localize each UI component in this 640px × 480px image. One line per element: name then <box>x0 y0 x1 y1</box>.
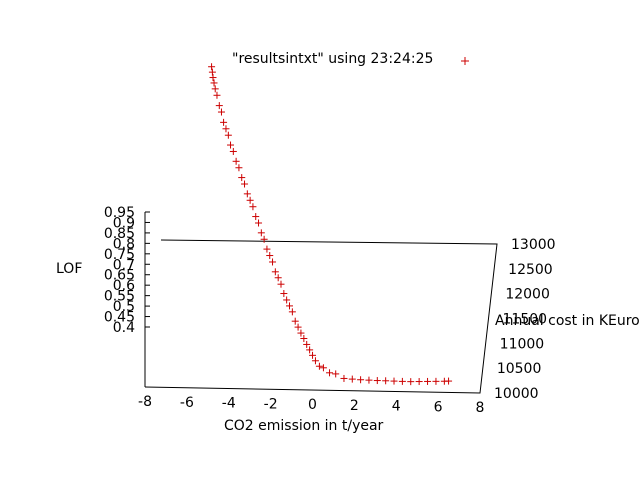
data-point <box>227 141 235 149</box>
z-tick-label: 0.85 <box>104 226 135 242</box>
z-tick-label: 0.75 <box>104 247 135 263</box>
data-point <box>306 346 314 354</box>
legend-label: "resultsintxt" using 23:24:25 <box>232 51 434 67</box>
z-tick-label: 0.4 <box>113 320 135 336</box>
data-point <box>348 375 356 383</box>
data-point <box>326 369 334 377</box>
x-tick-label: -4 <box>222 396 236 412</box>
data-point <box>294 323 302 331</box>
data-point <box>382 377 390 385</box>
data-point <box>445 377 453 385</box>
data-point <box>209 74 217 82</box>
x-axis-label: CO2 emission in t/year <box>224 418 384 434</box>
data-point <box>266 252 274 260</box>
z-tick-label: 0.7 <box>113 257 135 273</box>
y-tick-label: 11000 <box>500 336 545 352</box>
data-point <box>241 180 249 188</box>
data-point <box>208 68 216 76</box>
data-point <box>235 164 243 172</box>
data-point <box>309 351 317 359</box>
data-point <box>424 377 432 385</box>
data-point <box>257 229 265 237</box>
data-point <box>398 377 406 385</box>
data-point <box>303 340 311 348</box>
base-frame <box>144 239 498 394</box>
y-axis-label: Annual cost in KEuro <box>495 313 640 329</box>
data-point <box>357 376 365 384</box>
data-point <box>255 219 263 227</box>
data-point <box>340 374 348 382</box>
data-point <box>283 296 291 304</box>
data-point <box>286 302 294 310</box>
y-tick-label: 10500 <box>497 361 542 377</box>
data-point <box>213 91 221 99</box>
data-point <box>222 125 230 133</box>
data-point <box>415 378 423 386</box>
data-point <box>229 147 237 155</box>
data-point <box>210 79 218 87</box>
data-point <box>274 274 282 282</box>
z-tick-label: 0.55 <box>104 289 135 305</box>
data-point <box>271 268 279 276</box>
x-tick-label: -2 <box>264 396 278 412</box>
data-point <box>291 317 299 325</box>
data-point <box>269 258 277 266</box>
data-point <box>390 377 398 385</box>
x-tick-label: 4 <box>392 399 401 415</box>
data-point <box>208 63 216 71</box>
data-point <box>297 329 305 337</box>
data-point <box>215 102 223 110</box>
legend-marker <box>461 57 469 65</box>
x-tick-label: 2 <box>350 398 359 414</box>
data-point <box>277 280 285 288</box>
data-point <box>211 85 219 93</box>
y-tick-label: 12000 <box>505 287 550 303</box>
data-point <box>252 213 260 221</box>
data-point <box>246 196 254 204</box>
y-tick-label: 10000 <box>494 386 539 402</box>
z-tick-label: 0.5 <box>113 299 135 315</box>
data-point <box>407 378 415 386</box>
data-point <box>319 364 327 372</box>
data-point <box>249 203 257 211</box>
data-point <box>243 190 251 198</box>
x-tick-label: 8 <box>476 400 485 416</box>
z-tick-label: 0.9 <box>113 215 135 231</box>
z-tick-label: 0.6 <box>113 278 135 294</box>
data-point <box>263 245 271 253</box>
x-tick-label: -8 <box>138 394 152 410</box>
data-point <box>311 357 319 365</box>
data-point <box>332 370 340 378</box>
data-point <box>232 157 240 165</box>
y-tick-label: 11500 <box>503 312 548 328</box>
x-tick-label: 6 <box>434 399 443 415</box>
data-point <box>260 235 268 243</box>
data-point <box>220 118 228 126</box>
x-tick-label: -6 <box>180 395 194 411</box>
data-point <box>373 377 381 385</box>
data-point <box>288 308 296 316</box>
x-tick-label: 0 <box>308 397 317 413</box>
data-point <box>432 377 440 385</box>
data-point <box>224 131 232 139</box>
data-point <box>300 335 308 343</box>
y-tick-label: 13000 <box>511 237 556 253</box>
z-tick-label: 0.95 <box>104 205 135 221</box>
z-axis-label: LOF <box>56 261 83 277</box>
z-tick-label: 0.45 <box>104 310 135 326</box>
z-tick-label: 0.8 <box>113 236 135 252</box>
z-tick-label: 0.65 <box>104 268 135 284</box>
data-point <box>315 362 323 370</box>
data-point <box>365 376 373 384</box>
y-tick-label: 12500 <box>508 262 553 278</box>
data-point <box>217 108 225 116</box>
data-point <box>238 174 246 182</box>
data-point <box>280 290 288 298</box>
